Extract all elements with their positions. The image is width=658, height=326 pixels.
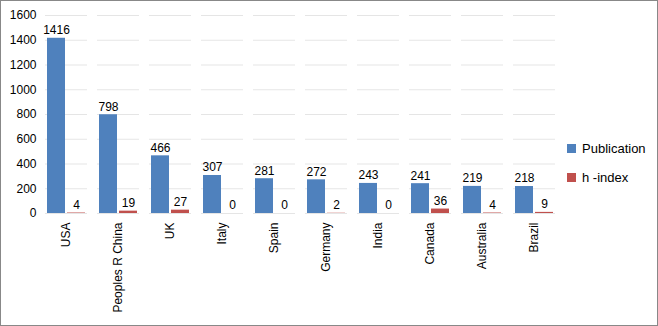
svg-text:307: 307 [202, 160, 222, 174]
svg-text:Brazil: Brazil [527, 223, 541, 253]
svg-text:0: 0 [281, 198, 288, 212]
svg-text:218: 218 [514, 171, 534, 185]
svg-text:219: 219 [462, 171, 482, 185]
svg-text:2: 2 [333, 198, 340, 212]
svg-text:Australia: Australia [475, 222, 489, 269]
svg-text:800: 800 [16, 107, 36, 121]
svg-text:27: 27 [174, 195, 188, 209]
svg-text:466: 466 [150, 141, 170, 155]
svg-text:Italy: Italy [215, 223, 229, 245]
svg-text:600: 600 [16, 132, 36, 146]
svg-text:1416: 1416 [43, 23, 70, 37]
svg-text:1200: 1200 [10, 58, 37, 72]
svg-text:Canada: Canada [423, 222, 437, 264]
svg-text:Peoples R China: Peoples R China [111, 222, 125, 312]
svg-text:0: 0 [229, 198, 236, 212]
svg-text:0: 0 [30, 206, 37, 220]
svg-text:9: 9 [541, 197, 548, 211]
svg-text:1400: 1400 [10, 33, 37, 47]
svg-text:Germany: Germany [319, 223, 333, 272]
svg-text:798: 798 [98, 100, 118, 114]
svg-text:400: 400 [16, 157, 36, 171]
svg-text:India: India [371, 222, 385, 248]
svg-text:USA: USA [59, 223, 73, 248]
svg-text:4: 4 [489, 198, 496, 212]
svg-text:272: 272 [306, 165, 326, 179]
svg-text:4: 4 [73, 198, 80, 212]
svg-text:Spain: Spain [267, 223, 281, 254]
svg-text:0: 0 [385, 198, 392, 212]
svg-text:1000: 1000 [10, 83, 37, 97]
svg-text:281: 281 [254, 164, 274, 178]
svg-text:241: 241 [410, 169, 430, 183]
svg-text:200: 200 [16, 182, 36, 196]
svg-text:243: 243 [358, 168, 378, 182]
svg-text:36: 36 [434, 194, 448, 208]
html-text:h -index: h -index [582, 170, 629, 185]
svg-text:19: 19 [122, 196, 136, 210]
html-text:Publication: Publication [582, 141, 646, 156]
svg-text:UK: UK [163, 223, 177, 240]
svg-text:1600: 1600 [10, 8, 37, 22]
